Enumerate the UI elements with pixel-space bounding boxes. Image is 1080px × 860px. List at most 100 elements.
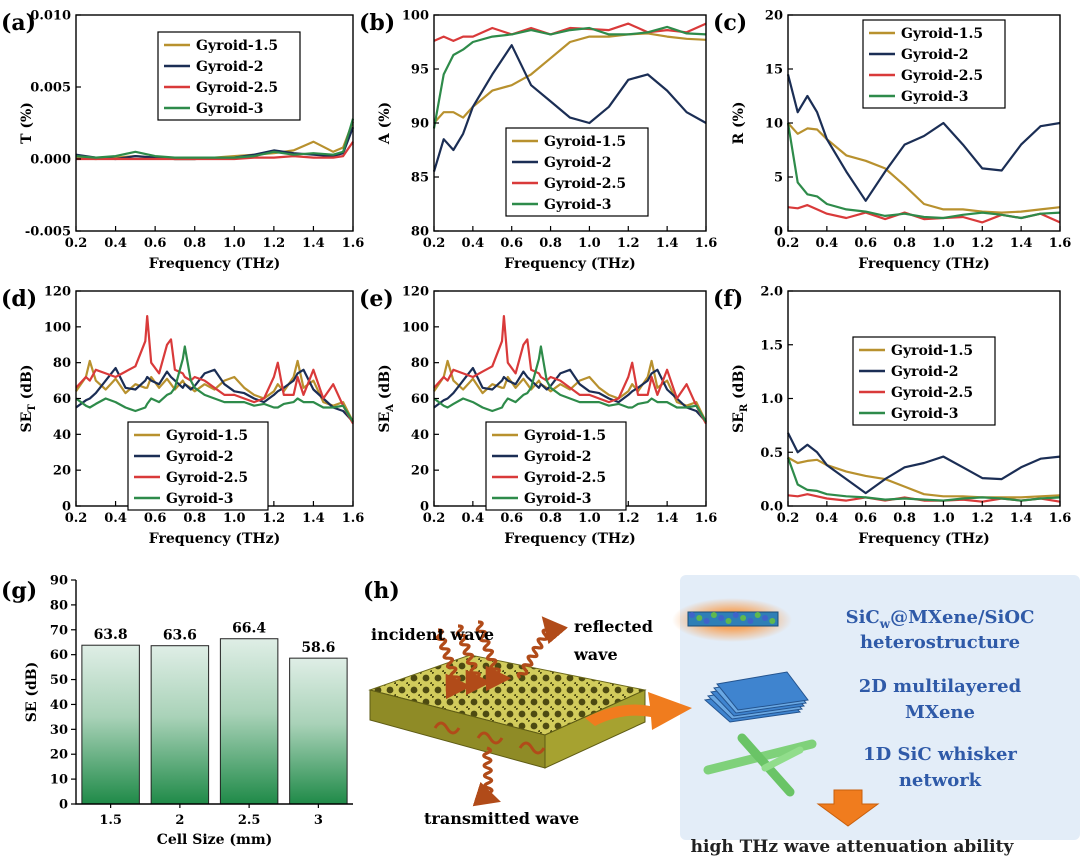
x-tick-label: 1.4	[1010, 511, 1033, 526]
y-axis-label: SE (dB)	[24, 662, 40, 723]
legend-label: Gyroid-3	[901, 89, 968, 105]
heterostructure-grain-icon	[696, 615, 703, 621]
legend-label: Gyroid-2.5	[166, 470, 248, 486]
x-tick-label: 1.2	[263, 236, 286, 251]
mxene-sheet-icon	[716, 671, 809, 711]
legend-label: Gyroid-1.5	[891, 343, 973, 359]
heterostructure-grain-icon	[718, 615, 725, 621]
heterostructure-grain-icon	[769, 618, 776, 624]
y-tick-label: 100	[44, 320, 71, 335]
x-tick-label: 1.4	[302, 236, 325, 251]
legend-label: Gyroid-1.5	[901, 26, 983, 42]
y-axis-label: T (%)	[19, 102, 35, 144]
series-line-gyroid-2.5	[75, 315, 354, 425]
x-tick-label: 1.6	[1049, 236, 1072, 251]
y-tick-label: 120	[402, 285, 429, 300]
legend-label: Gyroid-2	[166, 449, 233, 465]
y-tick-label: 1.0	[760, 392, 783, 407]
y-tick-label: 0.5	[760, 446, 783, 461]
legend-label: Gyroid-2	[524, 449, 591, 465]
series-line-gyroid-1.5	[787, 456, 1061, 499]
x-axis-label: Frequency (THz)	[504, 256, 635, 272]
y-tick-label: 0	[420, 500, 429, 515]
legend-label: Gyroid-1.5	[196, 38, 278, 54]
series-line-gyroid-2.5	[787, 204, 1061, 224]
y-axis-label: SER (dB)	[731, 364, 750, 433]
legend-box	[505, 127, 649, 217]
legend-label: Gyroid-1.5	[524, 428, 606, 444]
x-tick-label: 1.0	[223, 511, 246, 526]
x-tick-label: 1.0	[932, 511, 955, 526]
plot-frame	[75, 14, 354, 232]
bar-1.5	[81, 644, 140, 805]
heterostructure-grain-icon	[747, 618, 754, 624]
legend-box	[852, 336, 996, 426]
whisker-icon	[761, 746, 804, 772]
legend: Gyroid-1.5 Gyroid-2 Gyroid-2.5 Gyroid-3	[505, 127, 649, 217]
y-axis-label-main: SE	[377, 412, 393, 433]
legend: Gyroid-1.5 Gyroid-2 Gyroid-2.5 Gyroid-3	[485, 421, 627, 511]
x-tick-label: 1.4	[1010, 236, 1033, 251]
legend-label: Gyroid-3	[196, 101, 263, 117]
transmitted-wave-icon	[472, 746, 501, 807]
series-line-gyroid-2.5	[76, 141, 354, 161]
x-tick-label: 0.4	[816, 511, 839, 526]
legend-label: Gyroid-3	[524, 491, 591, 507]
x-tick-label: 1.6	[342, 511, 365, 526]
bar-value-label: 66.4	[232, 621, 266, 637]
x-tick-label: 0.2	[65, 236, 88, 251]
bar-value-label: 63.8	[94, 627, 128, 643]
y-axis-label-unit: (dB)	[19, 365, 35, 405]
legend-label: Gyroid-3	[166, 491, 233, 507]
y-tick-label: 20	[765, 9, 783, 24]
incident-wave-icon	[475, 620, 512, 692]
series-line-gyroid-3	[75, 118, 355, 159]
x-tick-label: 3	[314, 813, 323, 828]
y-tick-label: 80	[411, 356, 429, 371]
y-axis-label-sub: R	[739, 403, 750, 412]
series-line-gyroid-2.5	[433, 315, 707, 425]
mxene-label: 2D multilayered	[859, 676, 1022, 697]
series-line-gyroid-3	[433, 345, 707, 423]
heterostructure-label-line2: heterostructure	[860, 632, 1020, 653]
heterostructure-grain-icon	[710, 612, 717, 618]
legend-label: Gyroid-2	[544, 155, 611, 171]
x-tick-label: 0.6	[144, 511, 167, 526]
y-tick-label: 90	[50, 574, 68, 589]
series-line-gyroid-3	[786, 122, 1061, 220]
panel-label: (d)	[1, 286, 37, 312]
heterostructure-label: SiCw@MXene/SiOC	[846, 607, 1035, 631]
y-tick-label: 20	[411, 464, 429, 479]
whisker-label-line2: network	[899, 770, 982, 791]
y-tick-label: 85	[411, 171, 429, 186]
series-line-gyroid-2	[787, 432, 1061, 495]
panel-label: (e)	[359, 286, 394, 312]
y-axis-label: R (%)	[731, 101, 747, 144]
legend: Gyroid-1.5 Gyroid-2 Gyroid-2.5 Gyroid-3	[852, 336, 996, 426]
y-tick-label: 15	[765, 63, 783, 78]
panel-label: (g)	[1, 578, 37, 604]
x-tick-label: 0.2	[65, 511, 88, 526]
y-axis-label: A (%)	[377, 102, 393, 145]
incident-wave-icon	[455, 624, 492, 696]
y-tick-label: 40	[53, 428, 71, 443]
pointer-arrow-icon	[585, 692, 692, 730]
y-tick-label: 0	[59, 798, 68, 813]
panel-label: (h)	[363, 578, 400, 604]
y-tick-label: 2.0	[760, 285, 783, 300]
y-tick-label: 30	[50, 723, 68, 738]
panel-f: 0.2 0.4 0.6 0.8 1.0 1.2 1.4 1.6 0.0 0.5 1.0 1.5 2.0 F…	[713, 285, 1071, 548]
legend-backdrop	[680, 575, 1080, 840]
y-tick-label: 80	[411, 225, 429, 240]
x-tick-label: 0.4	[816, 236, 839, 251]
x-tick-label: 0.4	[104, 511, 127, 526]
y-axis-label-sub: A	[385, 404, 396, 413]
legend-label: Gyroid-1.5	[166, 428, 248, 444]
y-axis-label-unit: (dB)	[377, 364, 393, 404]
y-tick-label: 20	[53, 464, 71, 479]
y-tick-label: 0.005	[30, 81, 71, 96]
heterostructure-grain-icon	[762, 615, 768, 621]
panel-c: 0.2 0.4 0.6 0.8 1.0 1.2 1.4 1.6 0 5 10 15 20 Frequenc…	[713, 9, 1071, 273]
y-tick-label: 80	[53, 356, 71, 371]
conclusion-label: high THz wave attenuation ability	[691, 837, 1015, 857]
